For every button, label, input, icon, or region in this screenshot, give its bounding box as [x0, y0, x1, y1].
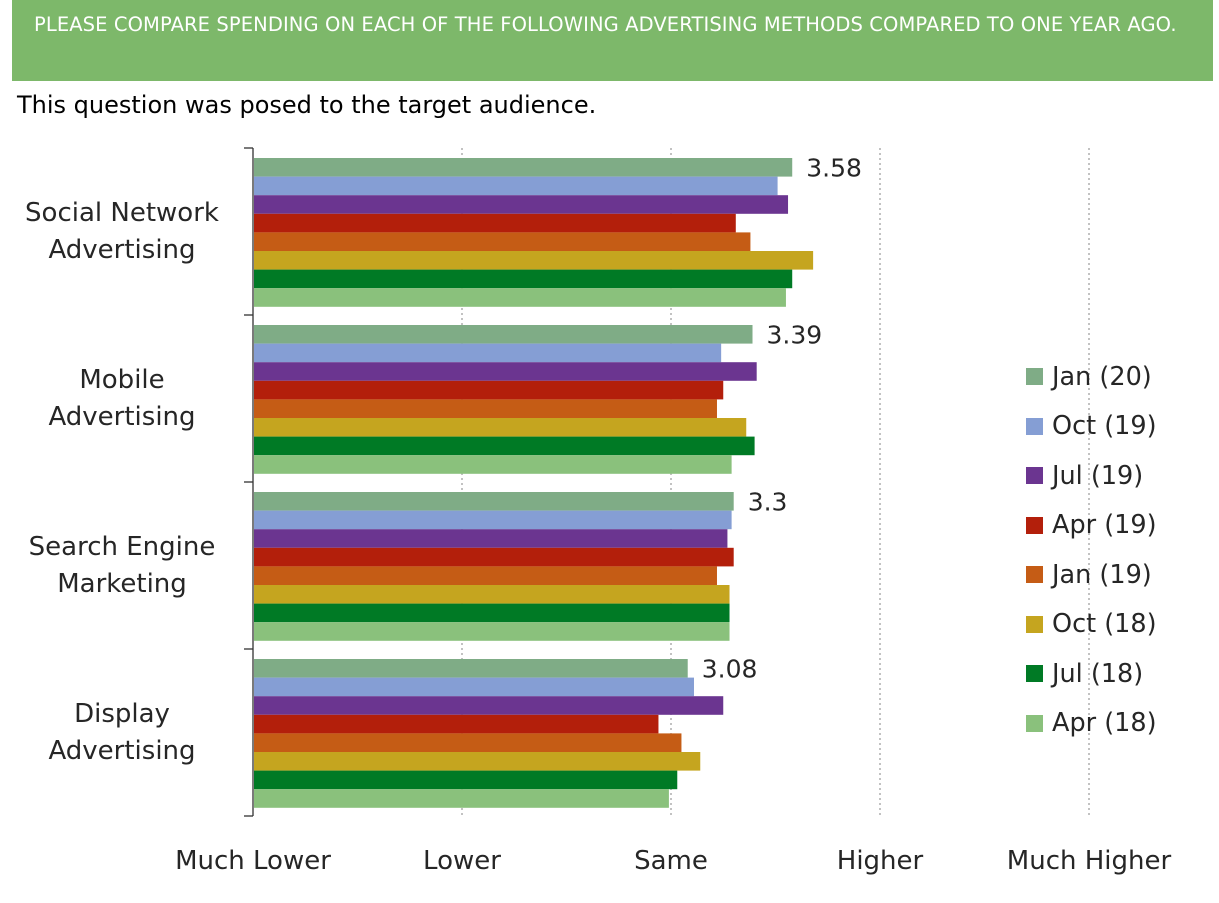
bar [254, 566, 717, 585]
category-label: Search Engine Marketing [28, 531, 216, 599]
bar [254, 603, 730, 623]
legend-swatch [1026, 665, 1043, 683]
legend-label: Jan (20) [1052, 361, 1152, 392]
category-label: Display Advertising [48, 698, 196, 766]
bar [254, 696, 724, 715]
bar [254, 677, 694, 697]
bar [254, 752, 701, 771]
bar [254, 158, 793, 177]
legend-label: Oct (18) [1052, 609, 1157, 640]
legend-item: Apr (19) [1026, 501, 1157, 551]
data-label: 3.08 [702, 654, 758, 683]
bar [254, 436, 755, 456]
legend-item: Apr (18) [1026, 699, 1157, 749]
legend-item: Jan (19) [1026, 550, 1157, 600]
bar [254, 770, 678, 790]
bar [254, 455, 732, 474]
bar [254, 714, 659, 734]
legend-item: Oct (18) [1026, 600, 1157, 650]
legend-item: Jan (20) [1026, 352, 1157, 402]
legend-swatch [1026, 368, 1043, 386]
bar [254, 380, 724, 400]
bar [254, 232, 751, 251]
legend-label: Jul (18) [1052, 658, 1144, 689]
bar [254, 733, 682, 752]
bar [254, 789, 669, 808]
bar [254, 343, 722, 363]
bar [254, 585, 730, 604]
bar [254, 418, 747, 437]
x-tick-label: Much Higher [1007, 846, 1172, 876]
x-tick-label: Much Lower [175, 846, 331, 876]
x-tick-label: Same [634, 846, 708, 876]
x-tick-label: Higher [837, 846, 924, 876]
bar [254, 529, 728, 548]
category-label: Mobile Advertising [48, 364, 196, 432]
legend-swatch [1026, 516, 1043, 534]
bar [254, 269, 793, 289]
question-title: PLEASE COMPARE SPENDING ON EACH OF THE F… [34, 13, 1177, 36]
data-label: 3.39 [767, 320, 823, 349]
bar [254, 547, 734, 567]
legend-label: Jan (19) [1052, 559, 1152, 590]
bar [254, 176, 778, 196]
legend-swatch [1026, 467, 1043, 485]
legend-swatch [1026, 615, 1043, 633]
legend-swatch [1026, 714, 1043, 732]
legend-item: Jul (19) [1026, 451, 1157, 501]
bar [254, 195, 789, 214]
x-tick-label: Lower [423, 846, 501, 876]
bar [254, 622, 730, 641]
chart-legend: Jan (20) Oct (19) Jul (19) Apr (19) Jan (19)… [1026, 352, 1157, 748]
legend-swatch [1026, 417, 1043, 435]
bar [254, 325, 753, 344]
question-subtitle: This question was posed to the target au… [17, 91, 597, 119]
bar [254, 362, 757, 381]
bar [254, 510, 732, 530]
category-label: Social Network Advertising [25, 197, 219, 265]
question-banner: PLEASE COMPARE SPENDING ON EACH OF THE F… [12, 0, 1213, 81]
bar [254, 288, 786, 307]
legend-label: Apr (18) [1052, 708, 1157, 739]
bar [254, 399, 717, 418]
legend-item: Jul (18) [1026, 649, 1157, 699]
legend-label: Apr (19) [1052, 510, 1157, 541]
legend-label: Jul (19) [1052, 460, 1144, 491]
legend-swatch [1026, 566, 1043, 584]
legend-label: Oct (19) [1052, 411, 1157, 442]
bar [254, 492, 734, 511]
data-label: 3.58 [806, 153, 862, 182]
bar [254, 251, 814, 270]
bar [254, 213, 736, 233]
legend-item: Oct (19) [1026, 402, 1157, 452]
bar [254, 659, 688, 678]
data-label: 3.3 [748, 487, 788, 516]
